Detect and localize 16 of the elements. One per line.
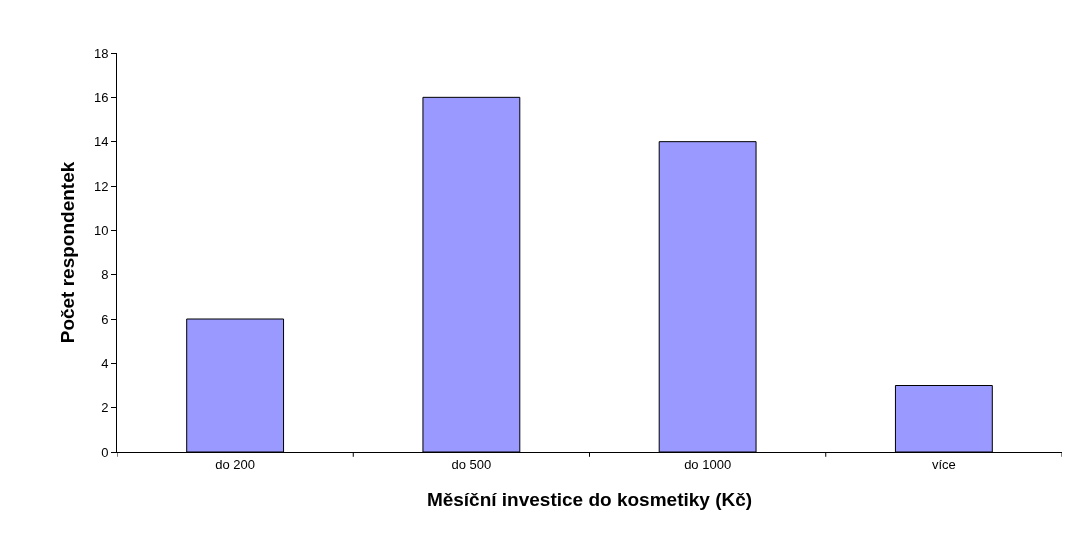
y-tick-label: 16 [93, 89, 109, 105]
y-tick-label: 12 [93, 178, 109, 194]
y-tick-label: 10 [93, 222, 109, 238]
y-tick-label: 0 [101, 444, 109, 460]
y-tick-label: 18 [93, 45, 109, 61]
x-axis-title: Měsíční investice do kosmetiky (Kč) [426, 489, 753, 511]
y-axis-title: Počet respondentek [56, 161, 78, 344]
x-tick-label: do 1000 [684, 456, 732, 472]
y-tick-label: 4 [101, 355, 109, 371]
x-tick-label: více [931, 456, 956, 472]
x-tick-label: do 500 [451, 456, 492, 472]
y-tick-label: 14 [93, 134, 109, 150]
y-tick-label: 6 [101, 311, 109, 327]
y-tick-label: 2 [101, 400, 109, 416]
y-tick-label: 8 [101, 267, 109, 283]
x-tick-label: do 200 [215, 456, 256, 472]
